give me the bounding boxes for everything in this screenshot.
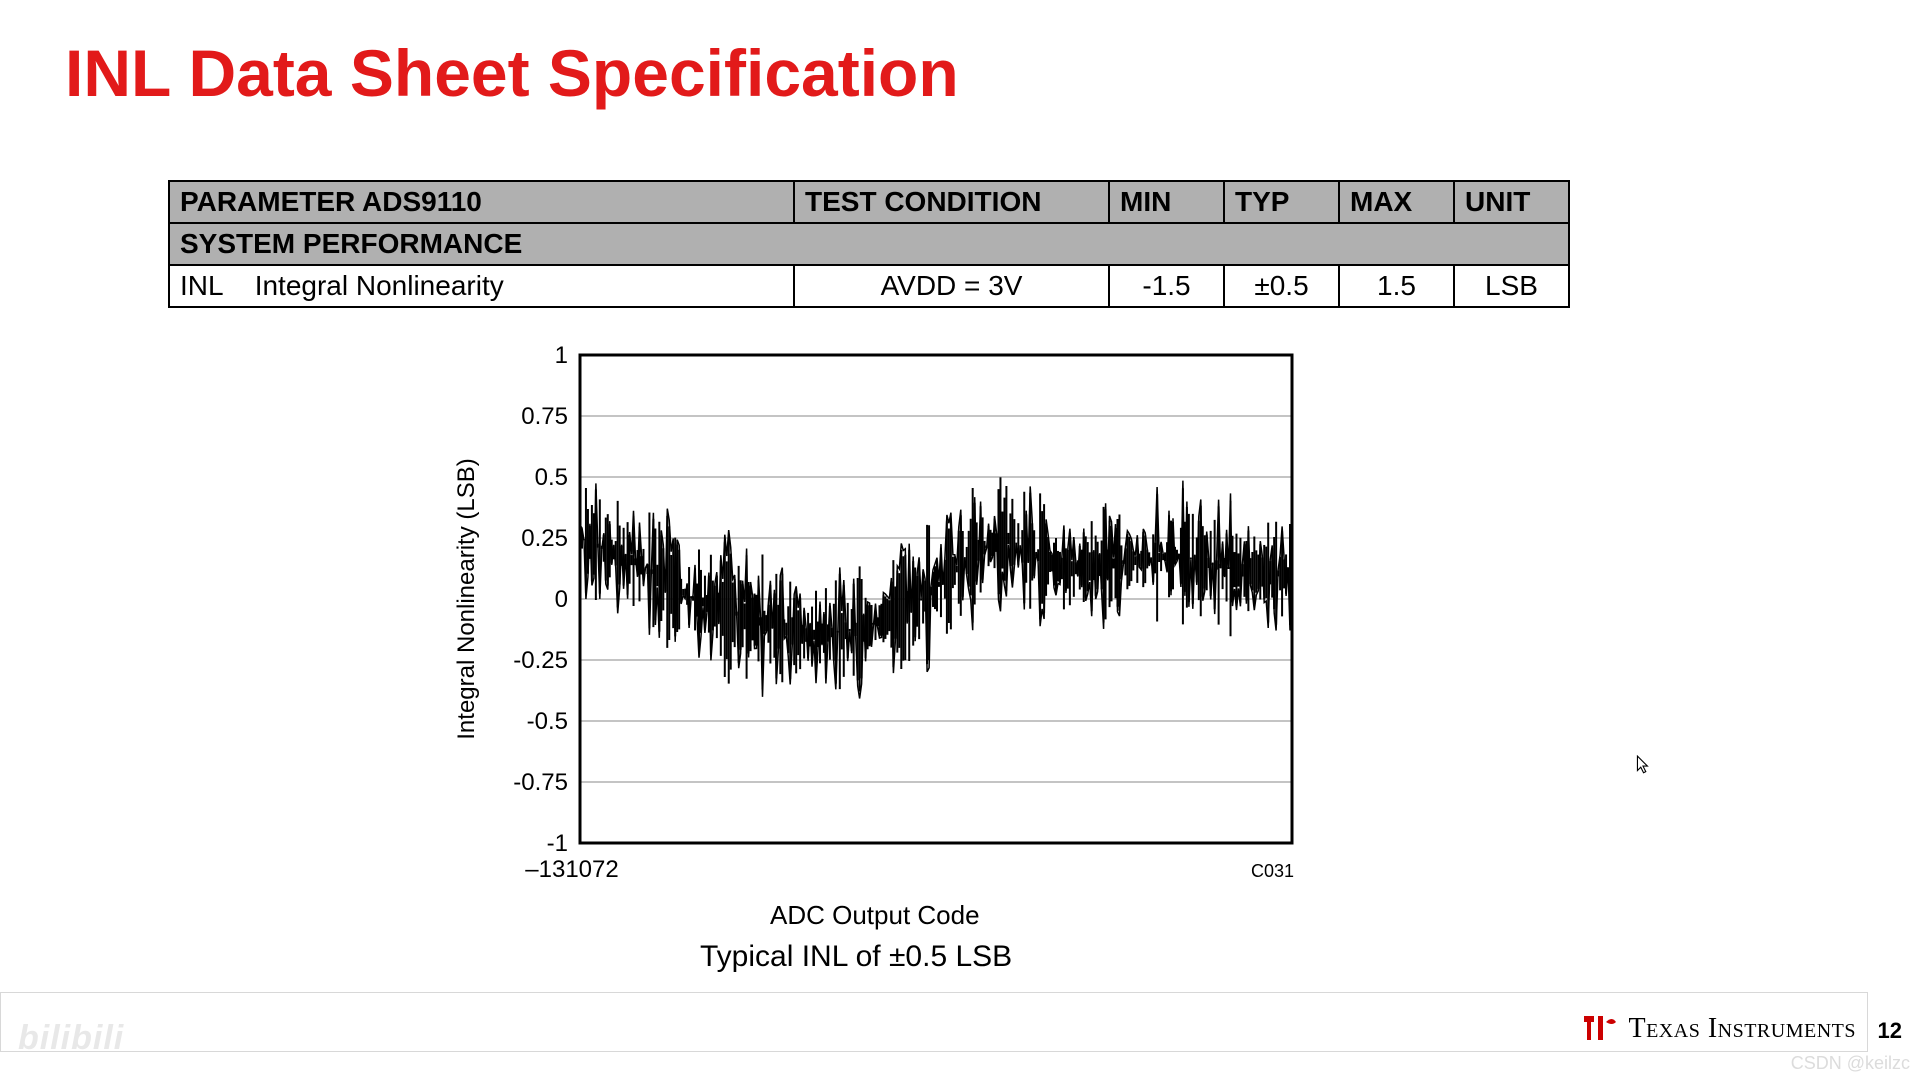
svg-text:0.25: 0.25 bbox=[521, 525, 568, 552]
param-short: INL bbox=[180, 270, 224, 301]
svg-text:C031: C031 bbox=[1251, 861, 1294, 881]
inl-chart: -1 -0.75 -0.5 -0.25 0 0.25 0.5 0.75 1 Integral No… bbox=[450, 345, 1310, 905]
cell-typ: ±0.5 bbox=[1224, 265, 1339, 307]
th-unit: UNIT bbox=[1454, 181, 1569, 223]
cell-unit: LSB bbox=[1454, 265, 1569, 307]
svg-text:1: 1 bbox=[555, 345, 568, 369]
svg-text:-1: -1 bbox=[547, 830, 568, 857]
svg-text:–131072: –131072 bbox=[525, 856, 618, 883]
th-min: MIN bbox=[1109, 181, 1224, 223]
cell-parameter: INL Integral Nonlinearity bbox=[169, 265, 794, 307]
spec-table: PARAMETER ADS9110 TEST CONDITION MIN TYP… bbox=[168, 180, 1570, 308]
svg-text:-0.75: -0.75 bbox=[513, 769, 568, 796]
param-long: Integral Nonlinearity bbox=[255, 270, 504, 301]
page-number: 12 bbox=[1878, 1018, 1902, 1044]
th-condition: TEST CONDITION bbox=[794, 181, 1109, 223]
chart-canvas: -1 -0.75 -0.5 -0.25 0 0.25 0.5 0.75 1 Integral No… bbox=[450, 345, 1310, 905]
watermark-csdn: CSDN @keilzc bbox=[1791, 1053, 1910, 1074]
svg-text:Integral Nonlinearity (LSB): Integral Nonlinearity (LSB) bbox=[453, 458, 480, 739]
section-label: SYSTEM PERFORMANCE bbox=[169, 223, 1569, 265]
cursor-icon bbox=[1636, 755, 1650, 775]
table-row: INL Integral Nonlinearity AVDD = 3V -1.5… bbox=[169, 265, 1569, 307]
ti-logo: Texas Instruments bbox=[1580, 1012, 1856, 1046]
chart-caption: Typical INL of ±0.5 LSB bbox=[700, 940, 1012, 974]
svg-text:0.5: 0.5 bbox=[535, 464, 568, 491]
ti-logo-icon bbox=[1580, 1012, 1618, 1046]
cell-condition: AVDD = 3V bbox=[794, 265, 1109, 307]
svg-text:-0.5: -0.5 bbox=[527, 708, 568, 735]
svg-text:-0.25: -0.25 bbox=[513, 647, 568, 674]
chart-xlabel: ADC Output Code bbox=[770, 900, 980, 931]
table-section-row: SYSTEM PERFORMANCE bbox=[169, 223, 1569, 265]
th-max: MAX bbox=[1339, 181, 1454, 223]
page-title: INL Data Sheet Specification bbox=[65, 35, 959, 111]
slide: { "title": "INL Data Sheet Specification… bbox=[0, 0, 1920, 1080]
svg-text:0.75: 0.75 bbox=[521, 403, 568, 430]
watermark-bilibili: bilibili bbox=[18, 1019, 124, 1058]
th-typ: TYP bbox=[1224, 181, 1339, 223]
table-header-row: PARAMETER ADS9110 TEST CONDITION MIN TYP… bbox=[169, 181, 1569, 223]
cell-min: -1.5 bbox=[1109, 265, 1224, 307]
svg-text:0: 0 bbox=[555, 586, 568, 613]
cell-max: 1.5 bbox=[1339, 265, 1454, 307]
ti-logo-text: Texas Instruments bbox=[1628, 1013, 1856, 1045]
th-parameter: PARAMETER ADS9110 bbox=[169, 181, 794, 223]
